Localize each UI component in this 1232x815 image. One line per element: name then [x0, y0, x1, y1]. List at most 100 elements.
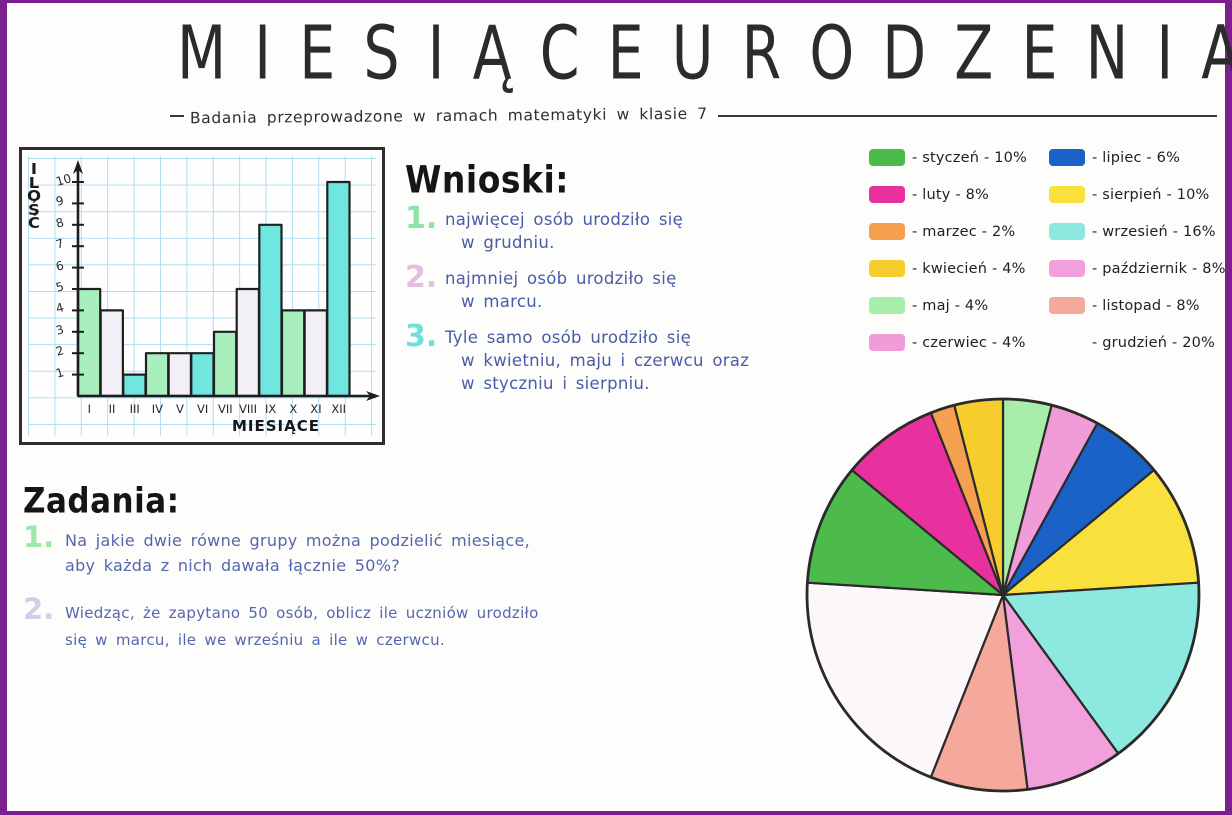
legend-swatch — [1049, 186, 1085, 203]
wnioski-list: 1. najwięcej osób urodziło się w grudniu. 2… — [405, 204, 825, 408]
bar-V — [167, 352, 192, 398]
legend-label: - kwiecień - 4% — [912, 260, 1026, 277]
x-tick-label-I: I — [87, 402, 92, 416]
bar-I — [76, 287, 102, 398]
x-tick-label-X: X — [289, 402, 298, 416]
wnioski-line-1: Tyle samo osób urodziło się — [445, 328, 692, 347]
legend-label: - czerwiec - 4% — [912, 334, 1026, 351]
wnioski-item-text: najmniej osób urodziło się w marcu. — [445, 267, 825, 313]
x-tick-label-XII: XII — [331, 402, 346, 416]
bar-III — [122, 373, 147, 398]
zadania-item-text: Wiedząc, że zapytano 50 osób, oblicz ile… — [65, 600, 723, 654]
bar-XII — [326, 180, 351, 398]
legend-swatch — [869, 260, 905, 277]
zadania-line-2: się w marcu, ile we wrześniu a ile w cze… — [65, 631, 445, 649]
legend-column-left: - styczeń - 10% - luty - 8% - marzec - 2% -… — [869, 139, 1047, 361]
x-tick-label-V: V — [176, 402, 184, 416]
bar-VII — [212, 330, 238, 398]
x-tick-label-VIII: VIII — [238, 402, 257, 416]
x-axis-arrow — [366, 391, 380, 401]
legend-swatch — [869, 223, 905, 240]
wnioski-line-1: najmniej osób urodziło się — [445, 269, 677, 288]
zadania-item-number: 1. — [23, 520, 55, 554]
bar-VIII — [235, 287, 260, 398]
wnioski-item-number: 1. — [405, 201, 438, 236]
bar-X — [280, 309, 306, 398]
bar-chart-vector — [72, 160, 380, 401]
wnioski-line-2: w marcu. — [461, 292, 543, 311]
subtitle-dash-left — [170, 115, 184, 117]
zadania-item: 1. Na jakie dwie równe grupy można podzie… — [23, 523, 723, 578]
legend-column-right: - lipiec - 6% - sierpień - 10% - wrzesień … — [1049, 139, 1227, 361]
bar-IX — [258, 223, 283, 398]
legend-swatch — [1049, 149, 1085, 166]
y-axis-letter-3: Ś — [28, 200, 40, 219]
wnioski-line-2: w grudniu. — [461, 233, 555, 252]
legend-item: - lipiec - 6% — [1049, 139, 1227, 176]
legend-item: - grudzień - 20% — [1049, 324, 1227, 361]
x-tick-label-XI: XI — [310, 402, 322, 416]
legend-item: - kwiecień - 4% — [869, 250, 1047, 287]
wnioski-item: 2. najmniej osób urodziło się w marcu. — [405, 263, 825, 313]
y-axis-letter-1: L — [28, 173, 40, 192]
x-tick-label-VI: VI — [197, 402, 209, 416]
y-axis-letter-0: I — [30, 160, 38, 178]
legend-swatch — [869, 334, 905, 351]
legend-item: - wrzesień - 16% — [1049, 213, 1227, 250]
legend-label: - grudzień - 20% — [1092, 334, 1216, 351]
y-axis-arrow — [73, 160, 83, 174]
legend-swatch — [869, 186, 905, 203]
pie-chart-svg — [805, 397, 1201, 793]
wnioski-item: 3. Tyle samo osób urodziło się w kwietniu,… — [405, 322, 825, 395]
wnioski-item-number: 2. — [405, 260, 438, 295]
legend-label: - luty - 8% — [912, 186, 989, 203]
zadania-item-number: 2. — [23, 592, 55, 626]
legend-label: - marzec - 2% — [912, 223, 1016, 240]
bar-chart-plot: 1 2 3 4 5 6 7 8 9 10 I II III IV V VI VII VIII IX X XI XII — [22, 150, 382, 442]
zadania-line-1: Wiedząc, że zapytano 50 osób, oblicz ile… — [65, 604, 539, 622]
x-tick-label-VII: VII — [218, 402, 233, 416]
zadania-heading: Zadania: — [23, 481, 180, 522]
zadania-line-1: Na jakie dwie równe grupy można podzieli… — [65, 531, 530, 550]
legend-item: - styczeń - 10% — [869, 139, 1047, 176]
page-title: M I E S I Ą C E U R O D Z E N I A U C Z … — [177, 11, 1232, 97]
legend-swatch — [1049, 334, 1085, 351]
legend-swatch — [1049, 297, 1085, 314]
bar-XI — [303, 309, 329, 398]
legend-swatch — [1049, 260, 1085, 277]
bar-II — [99, 309, 124, 398]
legend-item: - październik - 8% — [1049, 250, 1227, 287]
bar-VI — [190, 352, 215, 398]
wnioski-item-text: Tyle samo osób urodziło się w kwietniu, m… — [445, 326, 825, 395]
legend-item: - sierpień - 10% — [1049, 176, 1227, 213]
legend-swatch — [1049, 223, 1085, 240]
bar-chart-x-axis-label: MIESIĄCE — [232, 417, 321, 435]
x-tick-label-III: III — [129, 402, 140, 416]
legend-label: - maj - 4% — [912, 297, 989, 314]
legend-item: - marzec - 2% — [869, 213, 1047, 250]
legend-label: - październik - 8% — [1092, 260, 1226, 277]
zadania-list: 1. Na jakie dwie równe grupy można podzie… — [23, 523, 723, 676]
legend-item: - maj - 4% — [869, 287, 1047, 324]
pie-chart — [799, 391, 1207, 799]
y-axis-letter-2: O — [26, 187, 42, 205]
legend-item: - listopad - 8% — [1049, 287, 1227, 324]
subtitle-row: Badania przeprowadzone w ramach matematy… — [170, 103, 1217, 129]
bar-chart-panel: 1 2 3 4 5 6 7 8 9 10 I II III IV V VI VII VIII IX X XI XII — [19, 147, 385, 445]
bar-IV — [144, 352, 170, 398]
legend-label: - listopad - 8% — [1092, 297, 1200, 314]
wnioski-item-text: najwięcej osób urodziło się w grudniu. — [445, 208, 825, 254]
wnioski-line-3: w styczniu i sierpniu. — [461, 374, 650, 393]
legend-label: - wrzesień - 16% — [1092, 223, 1216, 240]
y-axis-letter-4: Ć — [27, 214, 41, 232]
wnioski-heading: Wnioski: — [405, 158, 569, 202]
wnioski-item: 1. najwięcej osób urodziło się w grudniu. — [405, 204, 825, 254]
x-tick-label-IV: IV — [151, 402, 163, 416]
zadania-item-text: Na jakie dwie równe grupy można podzieli… — [65, 528, 723, 578]
subtitle-rule-right — [717, 115, 1217, 117]
wnioski-item-number: 3. — [405, 319, 438, 354]
subtitle: Badania przeprowadzone w ramach matematy… — [189, 104, 708, 128]
x-tick-label-II: II — [108, 402, 116, 416]
